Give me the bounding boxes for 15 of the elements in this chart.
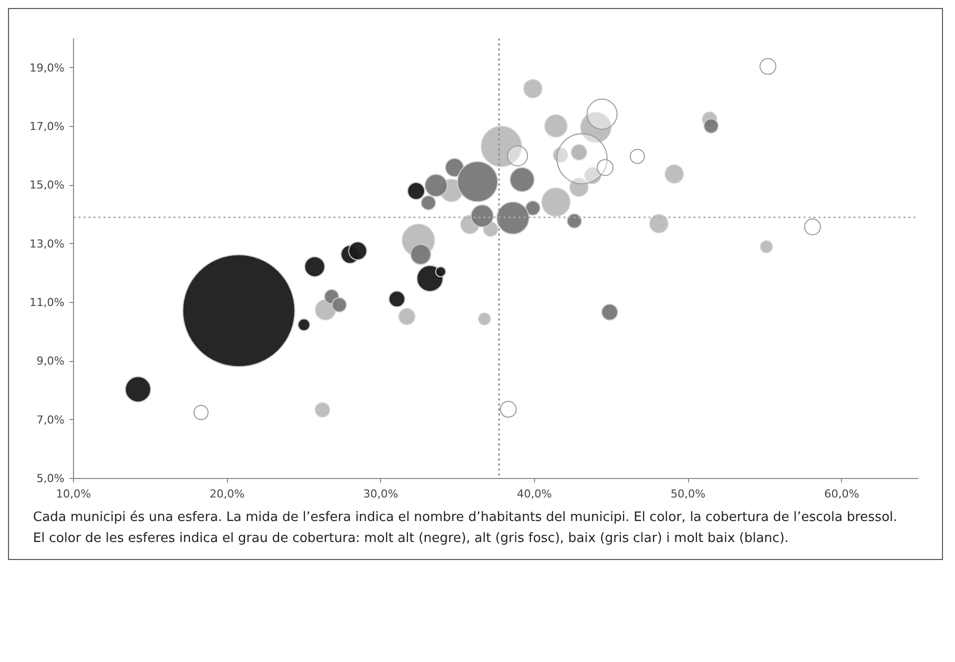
- y-tick-label: 11,0%: [30, 296, 65, 309]
- y-tick-label: 19,0%: [30, 61, 65, 74]
- y-tick-label: 17,0%: [30, 120, 65, 133]
- y-tick-label: 13,0%: [30, 237, 65, 250]
- y-tick-label: 7,0%: [36, 413, 65, 426]
- x-tick-label: 40,0%: [516, 488, 552, 500]
- x-tick-label: 10,0%: [56, 488, 91, 500]
- x-tick-label: 20,0%: [210, 488, 245, 500]
- text: Cada municipi és una esfera. La mida de l’esfera indica el nombre d’habitants del municipi. El color, la cobertura de l’escola bressol. El color de les esferes indica el grau de cobertura: molt alt (negre), alt (gris fosc), baix (gris clar) i molt baix (blanc).: [33, 509, 898, 548]
- x-tick-label: 50,0%: [670, 488, 706, 500]
- x-tick-label: 30,0%: [363, 488, 398, 500]
- y-tick-label: 5,0%: [36, 472, 65, 485]
- y-tick-label: 15,0%: [30, 178, 65, 192]
- y-tick-label: 9,0%: [36, 354, 65, 368]
- x-tick-label: 60,0%: [824, 488, 860, 500]
